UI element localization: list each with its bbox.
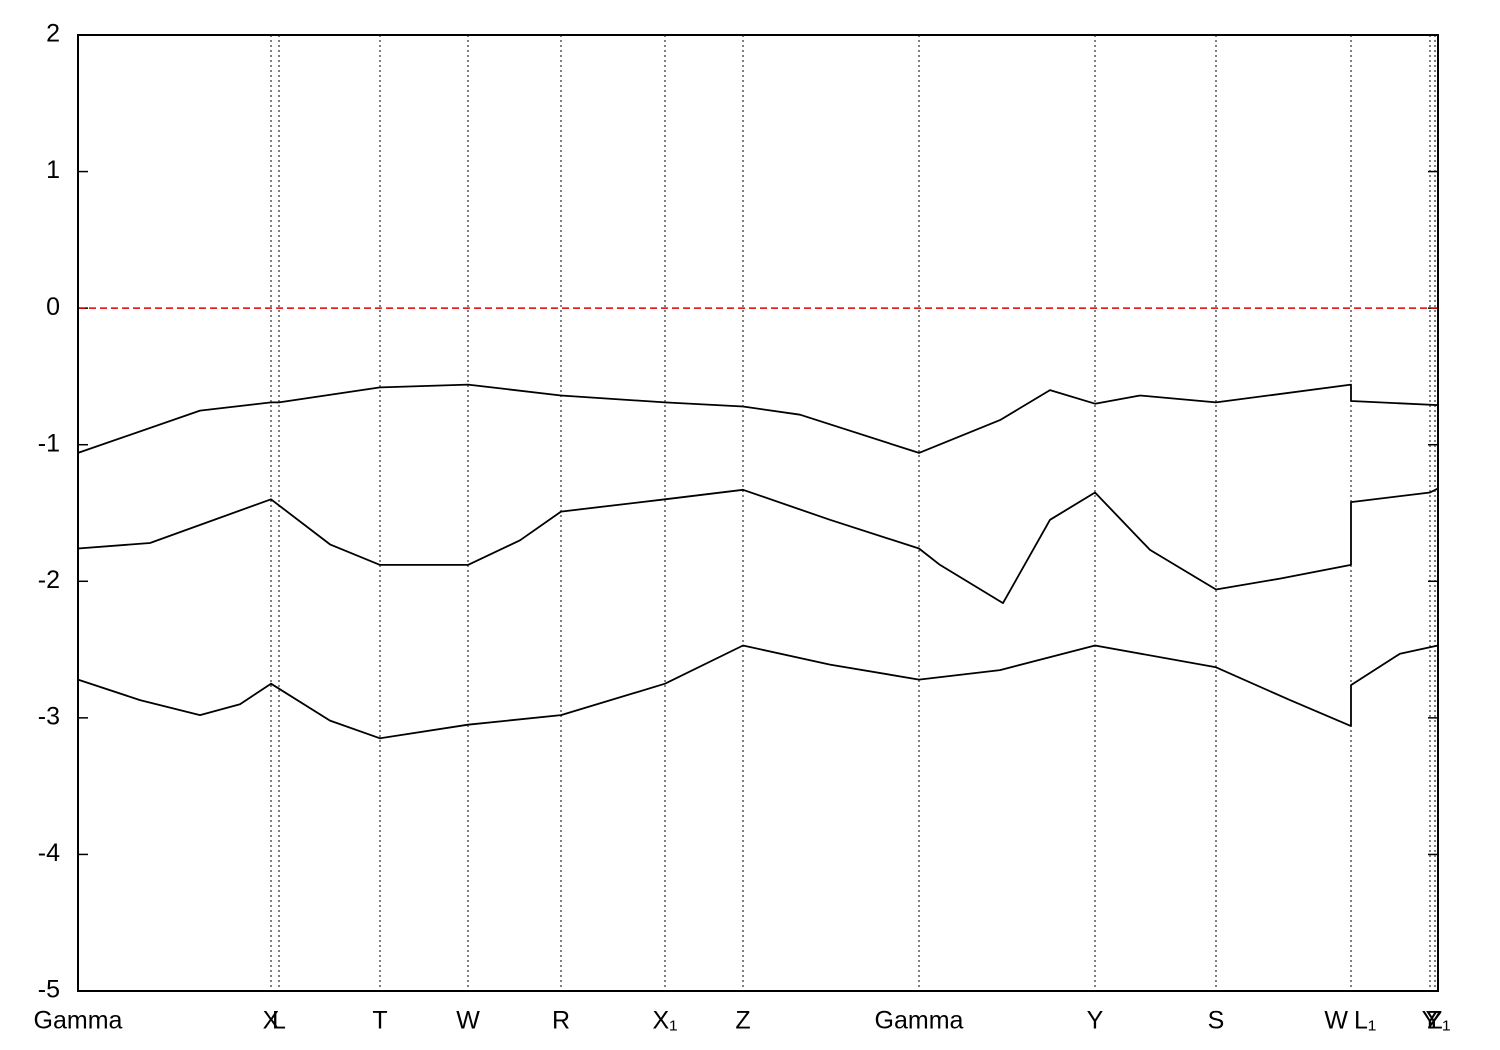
y-tick-label: -3 bbox=[38, 702, 60, 730]
x-tick-label: Y bbox=[1422, 1007, 1439, 1035]
plot-frame bbox=[77, 34, 1439, 992]
x-tick-label: R bbox=[552, 1007, 570, 1035]
x-tick-label: Y₁ bbox=[1425, 1007, 1450, 1035]
x-tick-label: W bbox=[456, 1007, 480, 1035]
y-tick-label: 0 bbox=[46, 293, 60, 321]
band bbox=[77, 644, 1439, 740]
x-tick-label: W bbox=[1324, 1007, 1348, 1035]
band bbox=[77, 383, 1439, 454]
x-tick-label: Z bbox=[1427, 1007, 1442, 1035]
y-tick-label: -5 bbox=[38, 976, 60, 1004]
x-tick-label: L bbox=[272, 1007, 286, 1035]
x-tick-label: X bbox=[263, 1007, 280, 1035]
y-tick-label: -1 bbox=[38, 429, 60, 457]
x-tick-label: Gamma bbox=[34, 1007, 123, 1035]
x-tick-label: X₁ bbox=[652, 1007, 677, 1035]
y-tick-label: -2 bbox=[38, 566, 60, 594]
x-tick-label: Gamma bbox=[875, 1007, 964, 1035]
x-tick-label: Z bbox=[735, 1007, 750, 1035]
y-tick-label: 1 bbox=[46, 156, 60, 184]
y-tick-label: -4 bbox=[38, 839, 60, 867]
x-tick-label: Y bbox=[1087, 1007, 1104, 1035]
y-tick-label: 2 bbox=[46, 20, 60, 48]
x-tick-label: S bbox=[1208, 1007, 1225, 1035]
x-tick-label: T bbox=[372, 1007, 387, 1035]
band bbox=[77, 487, 1439, 604]
x-tick-label: L₁ bbox=[1354, 1007, 1376, 1035]
